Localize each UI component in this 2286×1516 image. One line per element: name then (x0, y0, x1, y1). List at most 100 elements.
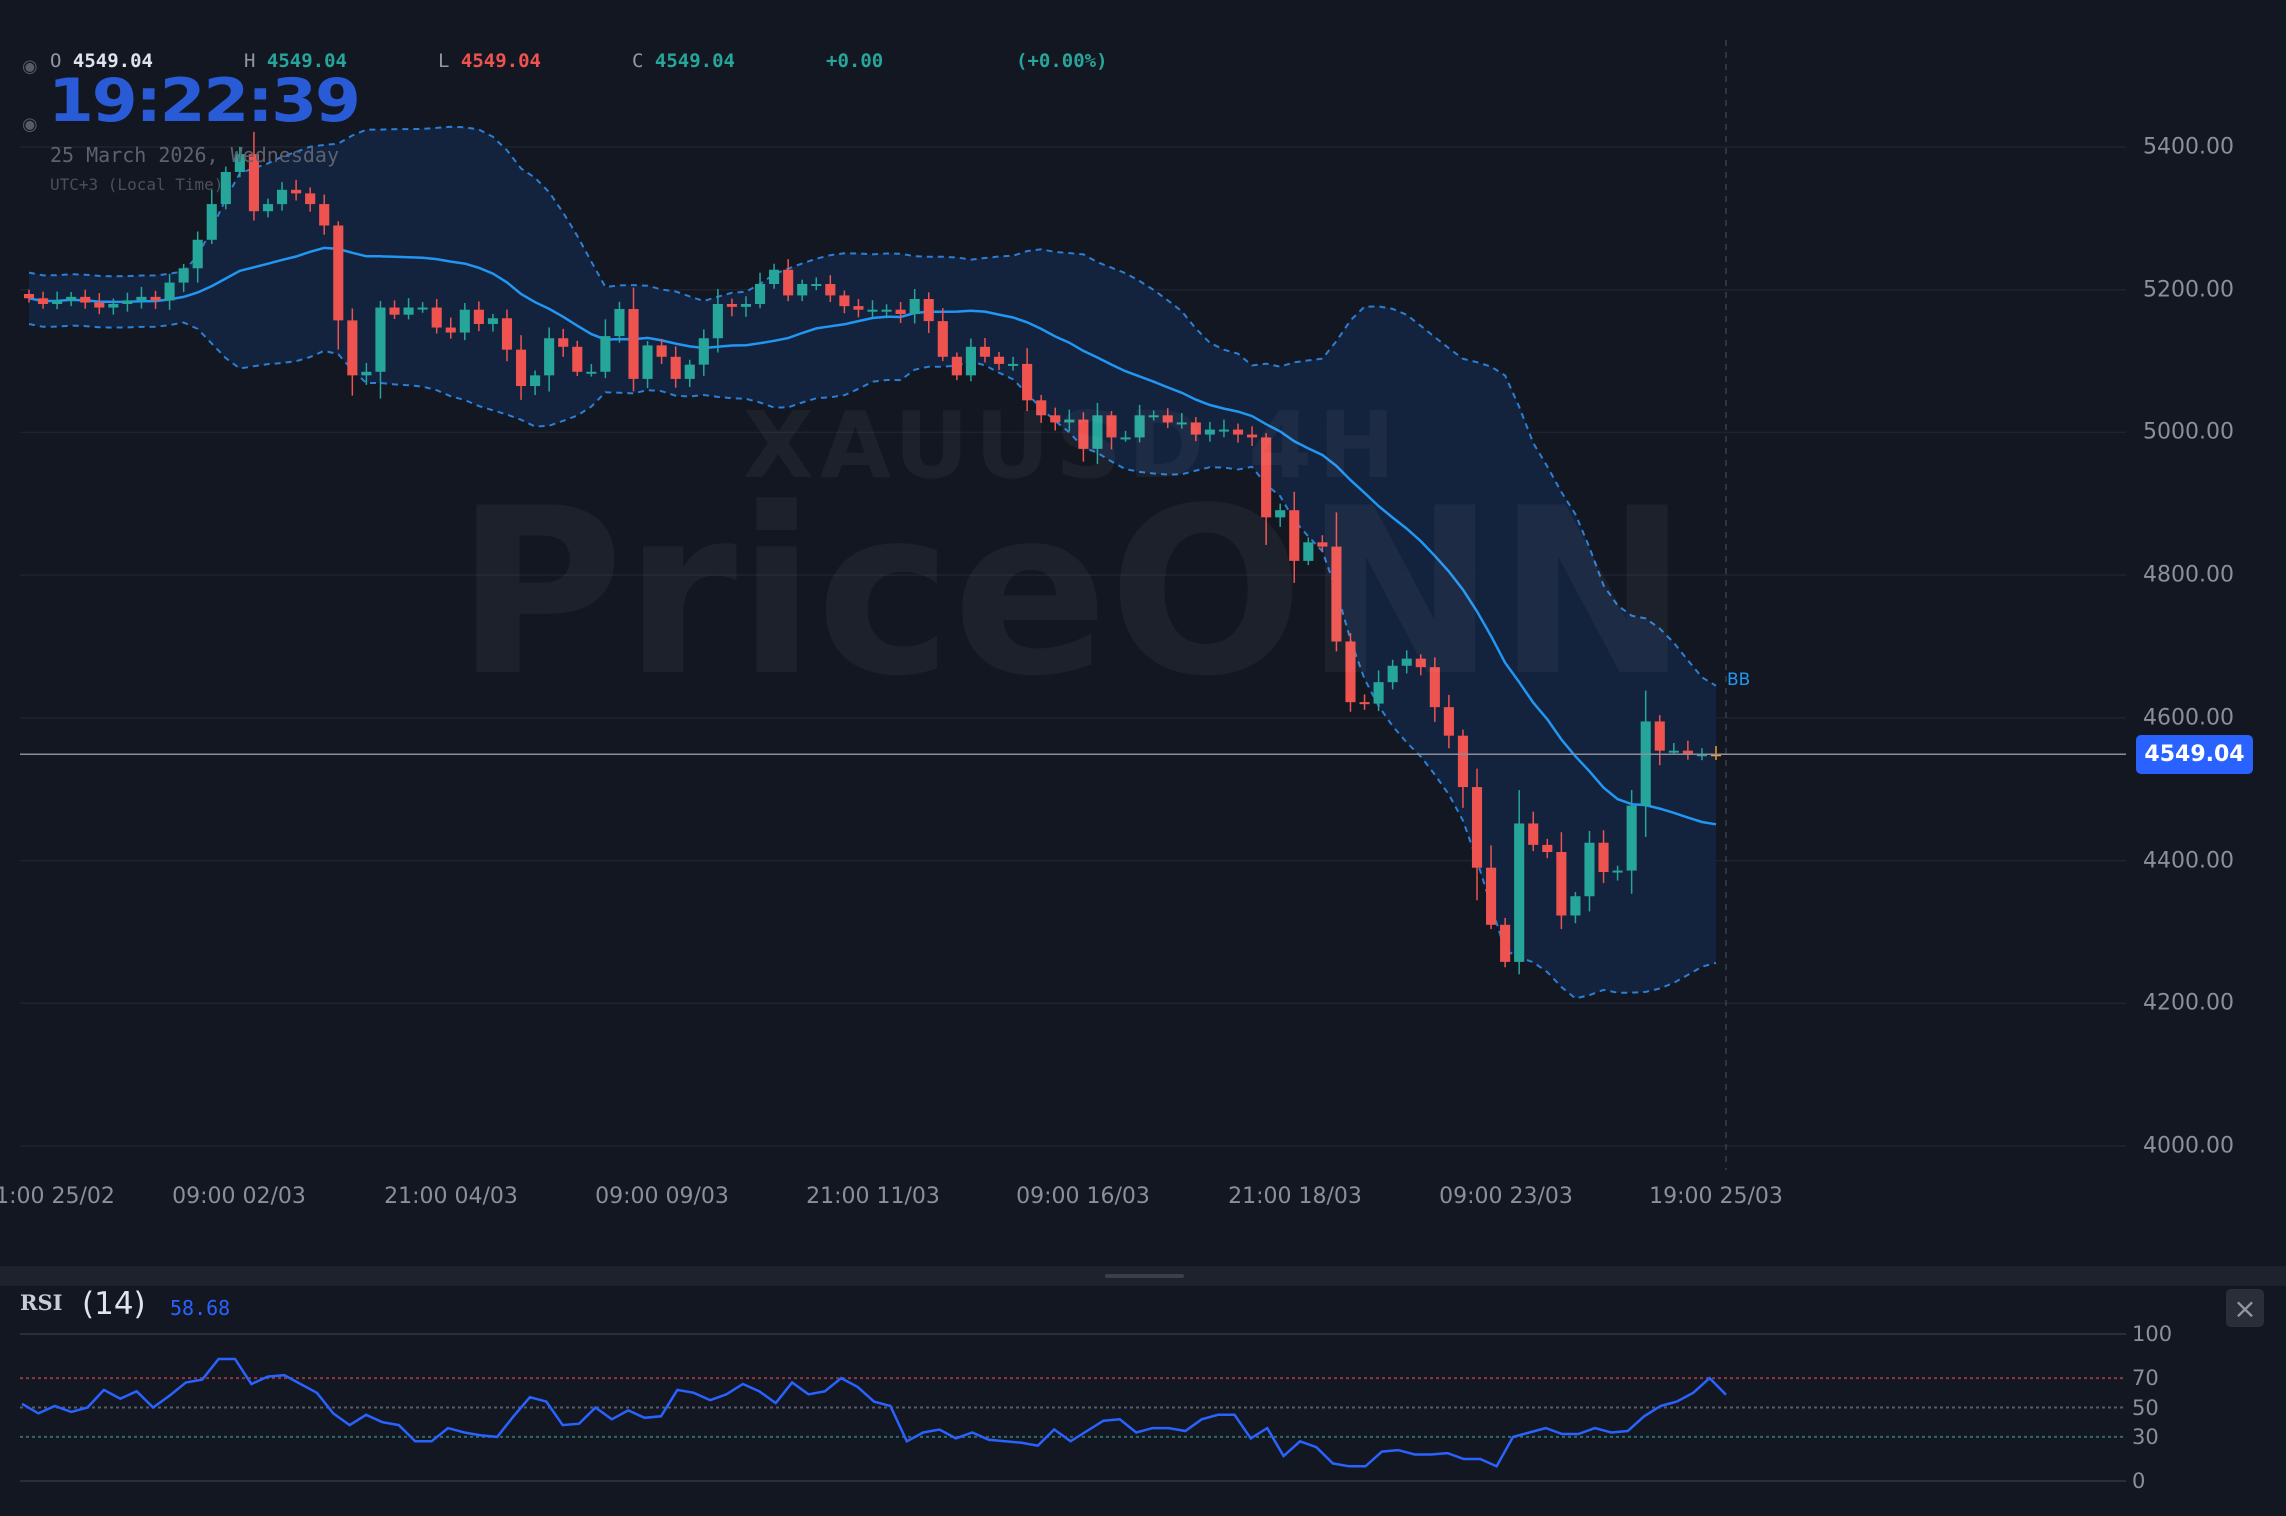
candle-body (248, 154, 259, 212)
candle-body (1232, 429, 1244, 435)
price-tick-label: 5400.00 (2143, 134, 2234, 160)
candle-body (473, 309, 484, 324)
candle-body (1120, 437, 1131, 440)
candle-body (1612, 870, 1623, 873)
time-tick-label: 21:00 04/03 (384, 1184, 518, 1209)
candle-body (487, 318, 498, 324)
candle-body (1303, 542, 1314, 561)
change-percent: (+0.00%) (1016, 50, 1108, 72)
candle-body (1528, 823, 1539, 845)
candle-body (1064, 419, 1075, 423)
candle-body (136, 296, 147, 301)
price-tick-label: 4000.00 (2143, 1133, 2234, 1159)
candle-body (276, 189, 288, 205)
candle-body (769, 269, 780, 285)
rsi-line (21, 1357, 1727, 1468)
candle-body (1162, 415, 1173, 423)
candle-body (1654, 721, 1665, 751)
candle-body (445, 327, 456, 333)
candle-body (1050, 415, 1061, 423)
candle-body (965, 346, 976, 376)
time-tick-label: 21:00 18/03 (1228, 1184, 1362, 1209)
price-tick-label: 4200.00 (2143, 990, 2234, 1016)
candle-body (656, 345, 667, 357)
candle-body (1471, 787, 1483, 868)
candle-body (867, 309, 878, 312)
candle-body (726, 303, 737, 307)
time-tick-label: 09:00 16/03 (1016, 1184, 1150, 1209)
candle-body (825, 284, 836, 296)
candle-body (1584, 842, 1595, 897)
candle-body (600, 336, 611, 372)
candle-body (1626, 805, 1637, 871)
candle-body (417, 307, 428, 310)
candle-body (319, 204, 330, 226)
time-tick-label: 09:00 02/03 (172, 1184, 306, 1209)
rsi-period: (14) (82, 1286, 146, 1322)
candle-body (150, 296, 161, 301)
candle-body (375, 307, 386, 372)
candle-body (305, 193, 316, 205)
candle-body (1275, 510, 1286, 518)
open-label: O (50, 50, 62, 72)
pane-resize-handle[interactable] (1105, 1274, 1184, 1278)
candle-body (614, 308, 625, 337)
bb-label: BB (1727, 670, 1751, 690)
candle-body (853, 306, 864, 310)
candle-body (515, 349, 527, 387)
watermark-symbol: XAUUSD 4H (743, 392, 1401, 499)
time-tick-label: 09:00 23/03 (1439, 1184, 1573, 1209)
candle-body (1022, 363, 1033, 401)
candle-body (586, 371, 597, 374)
candle-body (740, 303, 752, 307)
rsi-value: 58.68 (170, 1296, 231, 1320)
candle-body (1289, 510, 1300, 561)
candle-body (1373, 682, 1384, 704)
candle-body (1429, 667, 1440, 708)
close-value: 4549.04 (654, 50, 735, 72)
low-label: L (438, 50, 450, 72)
candle-body (979, 346, 991, 357)
candle-body (1317, 542, 1328, 547)
eye-icon[interactable]: ◉ (22, 114, 38, 135)
candle-body (1345, 641, 1356, 703)
candle-body (122, 300, 133, 304)
rsi-level-label: 30 (2132, 1424, 2159, 1449)
candle-body (530, 375, 541, 387)
eye-icon[interactable]: ◉ (22, 56, 38, 77)
close-rsi-button[interactable]: × (2226, 1289, 2264, 1327)
candle-body (1134, 415, 1145, 438)
candle-body (1668, 750, 1679, 753)
candle-body (192, 239, 203, 269)
candles (23, 131, 1722, 975)
candle-body (52, 300, 63, 304)
candle-body (783, 269, 794, 296)
candle-body (1036, 400, 1047, 416)
candle-body (811, 284, 822, 287)
change-value: +0.00 (826, 50, 884, 72)
time-tick-label: 09:00 09/03 (595, 1184, 729, 1209)
price-tick-label: 4400.00 (2143, 848, 2234, 874)
candle-body (80, 296, 91, 303)
candle-body (501, 318, 513, 350)
candle-body (670, 356, 681, 379)
high-value: 4549.04 (266, 50, 347, 72)
bollinger-bands (28, 125, 1717, 1000)
candle-body (1387, 665, 1398, 683)
rsi-level-label: 100 (2132, 1322, 2173, 1346)
candle-body (895, 309, 906, 314)
candle-body (1106, 415, 1117, 438)
candle-body (1710, 754, 1722, 757)
candle-body (37, 298, 49, 304)
candle-body (361, 371, 372, 376)
candle-body (712, 303, 723, 339)
price-tick-label: 4800.00 (2143, 562, 2234, 588)
candle-body (558, 338, 569, 347)
candle-body (1598, 842, 1609, 872)
candle-body (389, 307, 400, 315)
candle-body (1176, 422, 1187, 425)
candle-body (951, 356, 962, 376)
candle-body (628, 308, 639, 379)
price-tick-label: 5200.00 (2143, 277, 2234, 303)
